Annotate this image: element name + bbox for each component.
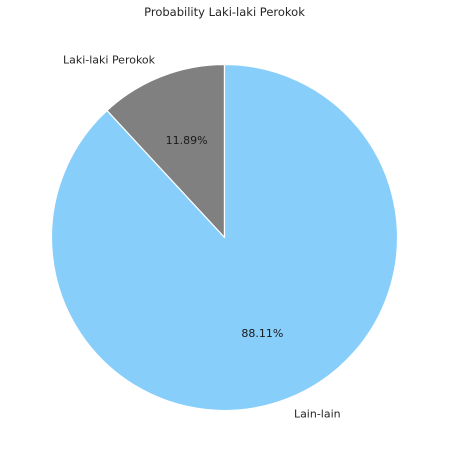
chart-title: Probability Laki-laki Perokok <box>144 5 305 19</box>
pie-slices <box>50 63 399 412</box>
pie-slice-laki-laki-perokok <box>106 63 226 239</box>
slice-percent-lain-lain: 88.11% <box>241 327 283 340</box>
slice-percent-laki-laki-perokok: 11.89% <box>166 134 208 147</box>
slice-label-lain-lain: Lain-lain <box>294 408 341 421</box>
pie-labels: Laki-laki Perokok 11.89% Lain-lain 88.11% <box>63 53 341 420</box>
pie-slice-lain-lain <box>50 63 399 412</box>
slice-label-laki-laki-perokok: Laki-laki Perokok <box>63 53 156 66</box>
